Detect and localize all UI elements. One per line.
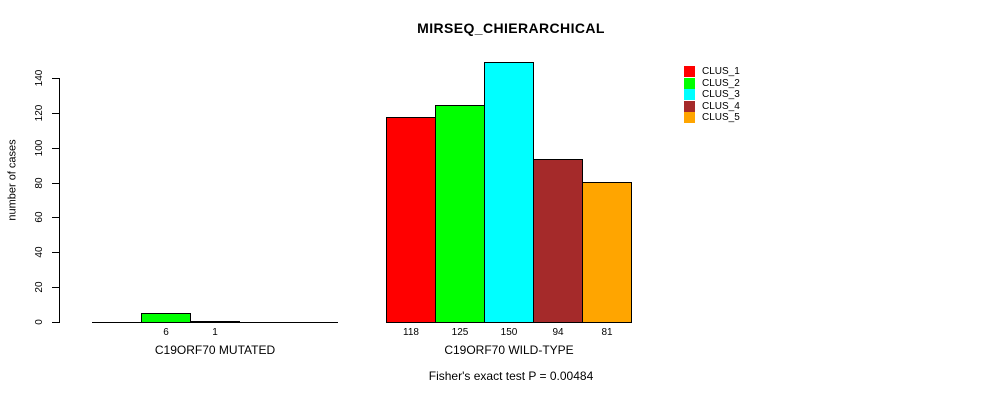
y-axis-tick [52,78,59,79]
legend-item-clus_5: CLUS_5 [684,112,740,124]
legend-item-clus_1: CLUS_1 [684,66,740,78]
y-axis-tick-label: 120 [34,104,45,122]
y-axis-tick-label: 20 [34,281,45,293]
legend-swatch-clus_4 [684,100,695,112]
bar-value-label: 6 [163,327,169,338]
bar-value-label: 94 [552,327,564,338]
bar-clus_3 [190,321,240,323]
fisher-test-annotation: Fisher's exact test P = 0.00484 [428,369,594,383]
bar-clus_2 [435,105,485,323]
legend-item-clus_2: CLUS_2 [684,77,740,90]
legend-label: CLUS_3 [702,89,740,101]
y-axis-tick-label: 40 [34,246,45,258]
y-axis-tick [52,287,59,288]
bar-clus_1 [386,117,436,323]
y-axis-tick-label: 140 [34,69,45,87]
y-axis-line [59,78,60,323]
chart-title: MIRSEQ_CHIERARCHICAL [417,20,605,36]
legend-swatch-clus_5 [684,112,695,124]
legend-label: CLUS_4 [702,100,740,112]
legend-swatch-clus_3 [684,89,695,101]
y-axis-tick [52,183,59,184]
bar-value-label: 1 [212,327,218,338]
y-axis-tick-label: 0 [34,319,45,325]
y-axis-tick [52,217,59,218]
bar-value-label: 81 [601,327,613,338]
y-axis-title: number of cases [6,139,19,221]
y-axis-tick-label: 80 [34,177,45,189]
y-axis-tick-label: 100 [34,139,45,157]
y-axis-tick-label: 60 [34,211,45,223]
bar-value-label: 118 [403,327,419,338]
bar-value-label: 150 [500,327,518,338]
group-label: C19ORF70 WILD-TYPE [444,343,574,357]
y-axis-tick [52,322,59,323]
bar-clus_2 [141,313,191,323]
y-axis-tick [52,148,59,149]
y-axis-tick [52,252,59,253]
bar-clus_4 [533,159,583,323]
legend-label: CLUS_1 [702,66,740,78]
legend-item-clus_3: CLUS_3 [684,89,740,101]
legend: CLUS_1 CLUS_2 CLUS_3 CLUS_4 CLUS_5 [684,66,740,124]
bar-clus_3 [484,62,534,323]
legend-label: CLUS_5 [702,112,740,124]
bar-value-label: 125 [451,327,469,338]
group-label: C19ORF70 MUTATED [154,343,276,357]
legend-label: CLUS_2 [702,77,740,89]
legend-swatch-clus_1 [684,66,695,78]
legend-swatch-clus_2 [684,77,695,89]
bar-clus_5 [582,182,632,323]
legend-item-clus_4: CLUS_4 [684,100,740,113]
y-axis-tick [52,113,59,114]
